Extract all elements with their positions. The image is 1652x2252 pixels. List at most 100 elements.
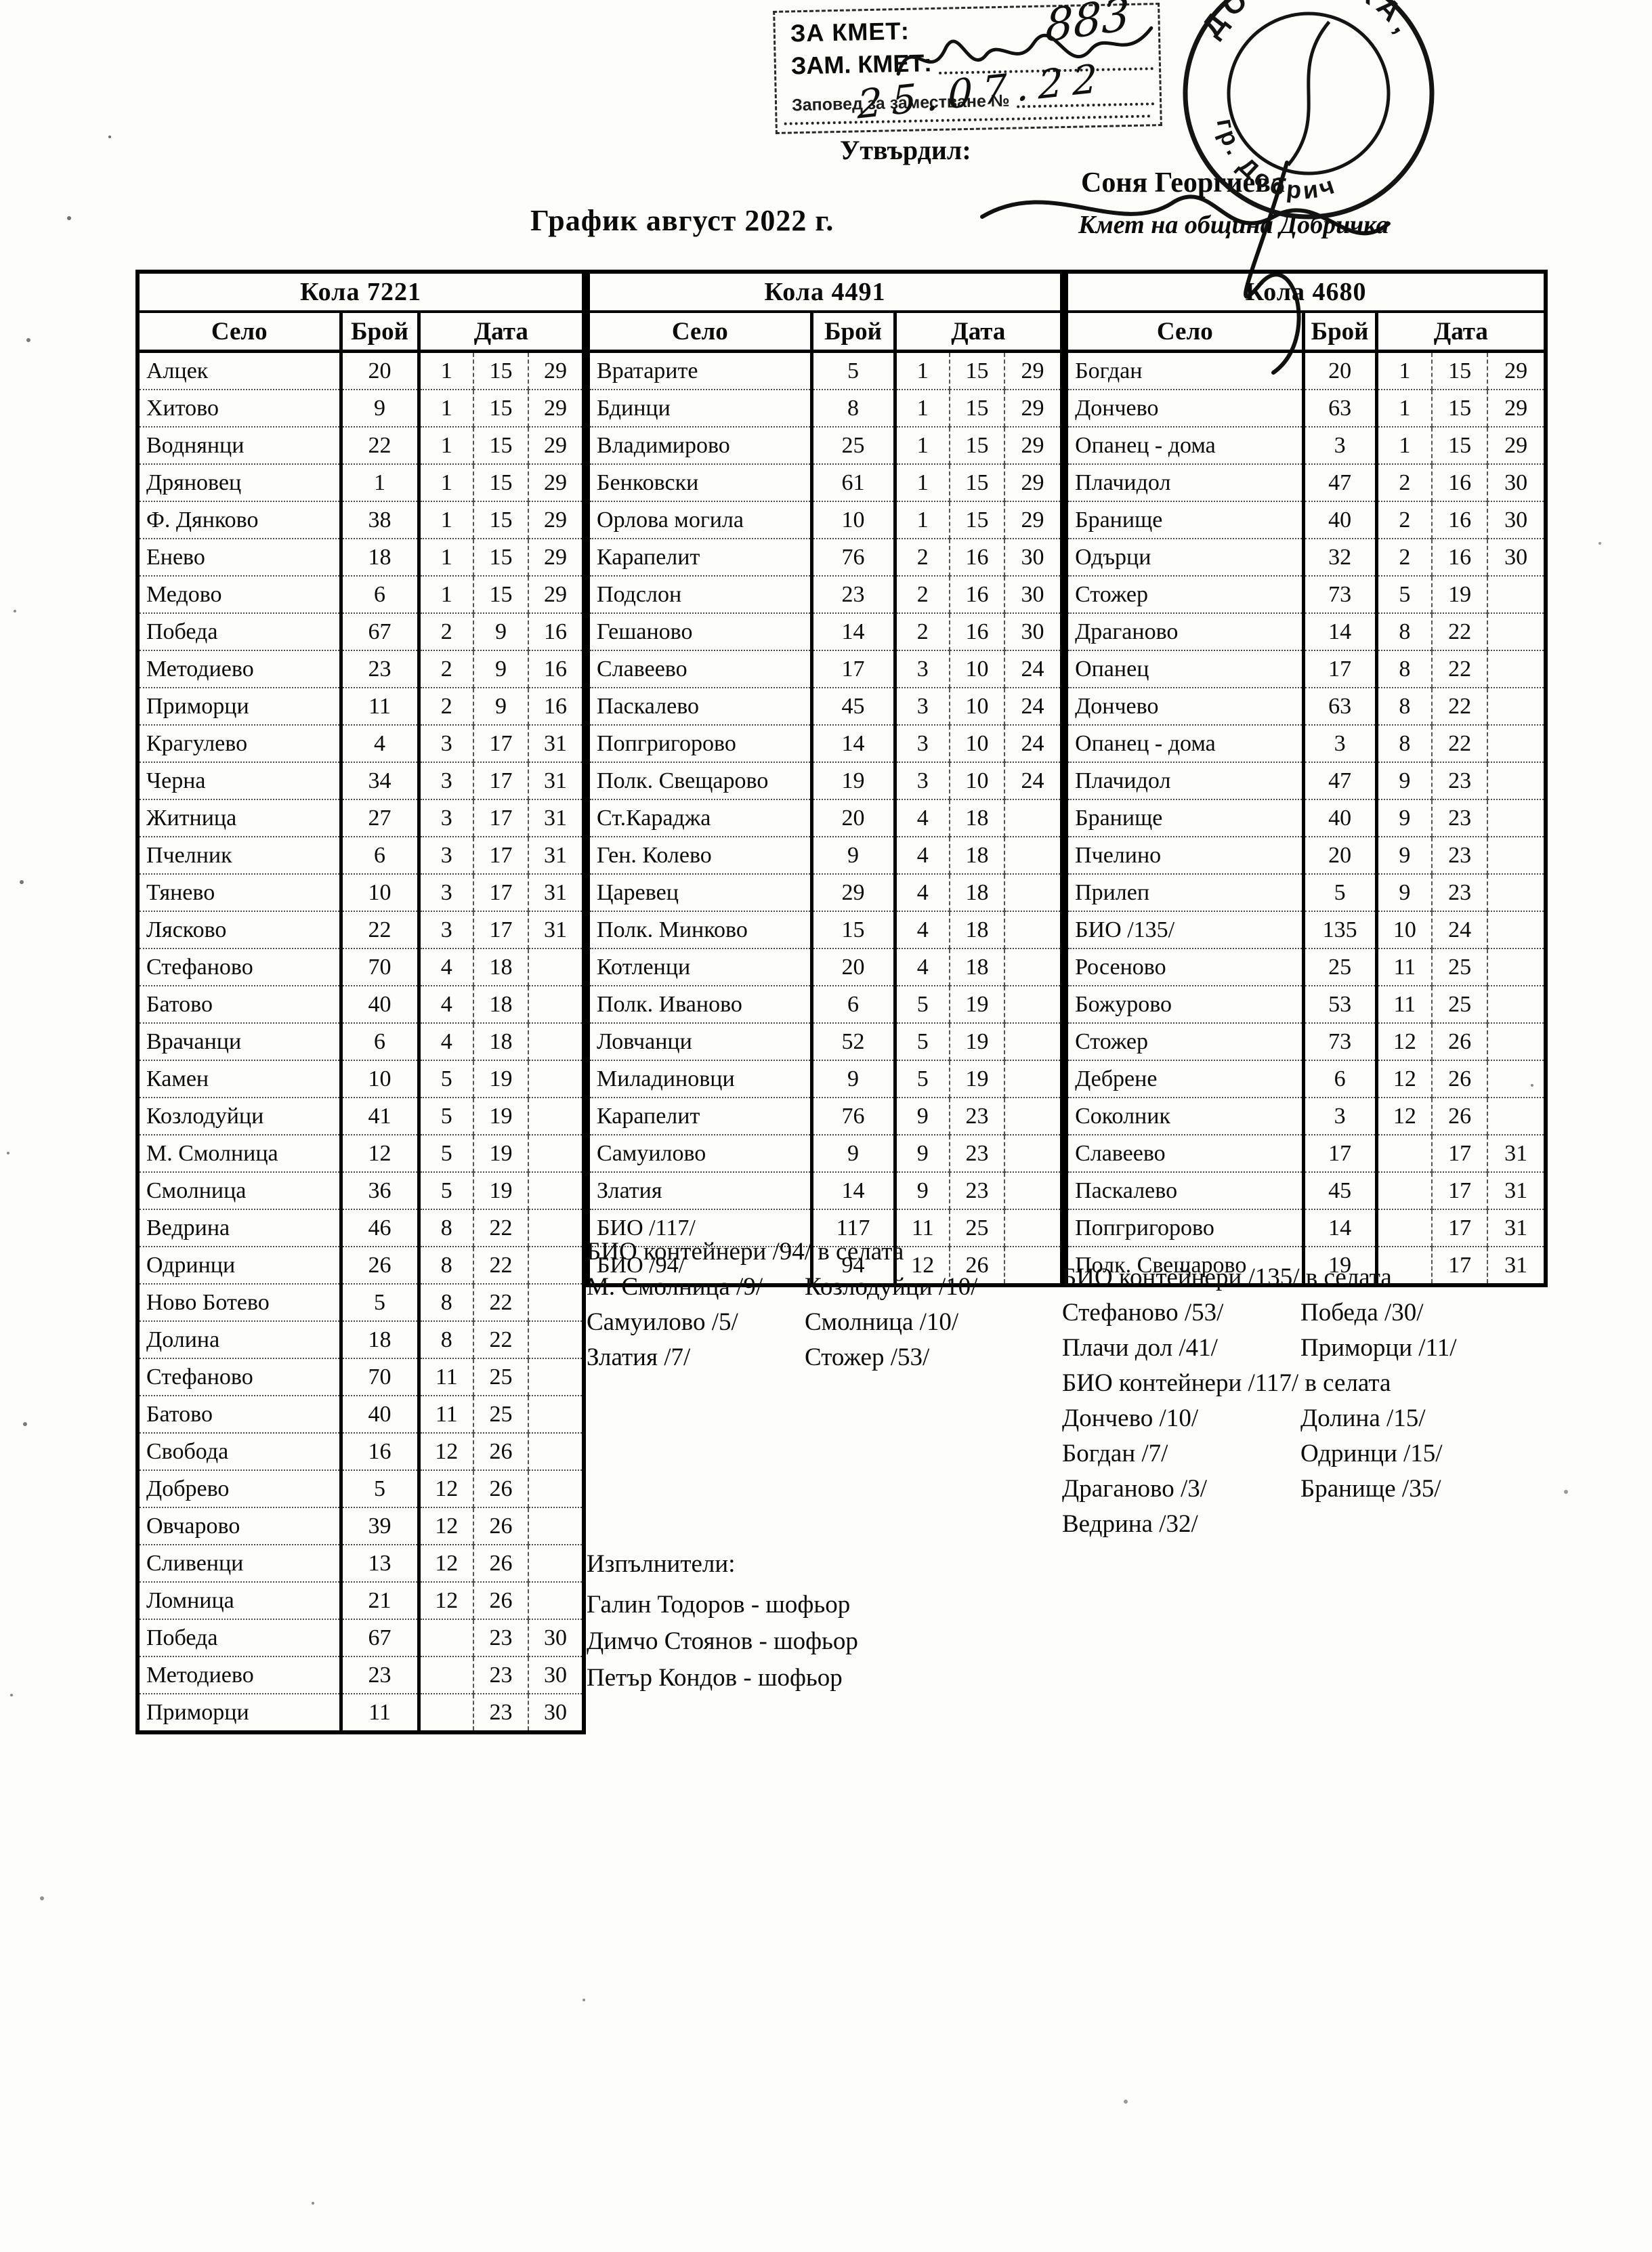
- village-cell: Плачидол: [1066, 762, 1305, 799]
- count-cell: 22: [341, 911, 421, 948]
- table-row: Вратарите 5 1 15 29: [588, 351, 1062, 390]
- date-cell-3: [1487, 948, 1546, 986]
- village-cell: Бранище: [1066, 501, 1305, 539]
- date-cell-2: 22: [473, 1246, 529, 1284]
- date-cell-3: [1004, 836, 1063, 874]
- column-header-count: Брой: [1303, 312, 1378, 353]
- village-cell: Владимирово: [588, 426, 813, 464]
- date-cell-3: 29: [1504, 358, 1528, 383]
- count-cell: 12: [341, 1134, 421, 1172]
- village-cell: БИО /135/: [1066, 911, 1305, 948]
- table-row: Ген. Колево 9 4 18: [588, 836, 1063, 874]
- date-cell-2: 17: [473, 836, 529, 874]
- count-cell: 34: [341, 762, 421, 799]
- date-cell-3: 29: [1021, 358, 1044, 383]
- date-cell-3: [1004, 1171, 1063, 1209]
- count-cell: 32: [1303, 538, 1378, 576]
- date-cell-2: 15: [1432, 426, 1489, 464]
- date-cell-2: 18: [950, 799, 1006, 837]
- date-cell-2: 15: [950, 351, 1006, 390]
- date-cell-3: [528, 1060, 585, 1098]
- table-row: Стожер 73 12 26: [1066, 1022, 1546, 1060]
- date-cell-2: 17: [473, 724, 529, 762]
- count-cell: 70: [341, 1358, 421, 1396]
- count-cell: 39: [341, 1507, 421, 1545]
- table-kola-4491: Кола 4491 Село Брой Дата Вратарите 5 1 15 29…: [586, 270, 1065, 1287]
- column-header-date: Дата: [1376, 312, 1546, 353]
- date-cell-1: [419, 1693, 474, 1732]
- village-cell: Орлова могила: [588, 501, 813, 539]
- village-cell: Драганово: [1066, 612, 1305, 650]
- date-cell-1: 12: [1376, 1022, 1433, 1060]
- table-row: Житница 27 3 17 31: [137, 799, 585, 837]
- table-row: Самуилово 9 9 23: [588, 1134, 1063, 1172]
- date-cell-3: 16: [528, 612, 585, 650]
- note-text: Смолница /10/: [805, 1308, 959, 1336]
- count-cell: 73: [1303, 575, 1378, 613]
- date-cell-1: 1: [419, 389, 474, 427]
- date-cell-2: 22: [1432, 724, 1489, 762]
- count-cell: 5: [1303, 873, 1378, 911]
- date-cell-1: 9: [895, 1097, 951, 1135]
- date-cell-1: 2: [1376, 501, 1433, 539]
- count-cell: 45: [811, 687, 897, 725]
- date-cell-2: 22: [1432, 612, 1489, 650]
- table-row: Подслон 23 2 16 30: [588, 575, 1063, 613]
- date-cell-1: 2: [419, 650, 474, 688]
- date-cell-3: [1004, 799, 1063, 837]
- date-cell-3: 31: [528, 873, 585, 911]
- date-cell-1: [419, 1656, 474, 1694]
- date-cell-2: 19: [473, 1097, 529, 1135]
- date-cell-1: 1: [1376, 389, 1433, 427]
- count-cell: 23: [341, 1656, 421, 1694]
- date-cell-3: 24: [1004, 724, 1063, 762]
- count-cell: 5: [811, 351, 897, 390]
- date-cell-3: [1004, 1097, 1063, 1135]
- date-cell-1: 5: [895, 1060, 951, 1098]
- count-cell: 5: [341, 1283, 421, 1321]
- date-cell-2: 15: [473, 389, 529, 427]
- table-row: Паскалево 45 3 10 24: [588, 687, 1063, 725]
- count-cell: 6: [811, 985, 897, 1023]
- date-cell-1: [1376, 1171, 1433, 1209]
- car-title: Кола 4680: [1066, 272, 1546, 313]
- table-row: Златия 14 9 23: [588, 1171, 1063, 1209]
- date-cell-1: 1: [419, 426, 474, 464]
- date-cell-2: 10: [950, 724, 1006, 762]
- count-cell: 16: [341, 1432, 421, 1470]
- date-cell-3: [528, 1134, 585, 1172]
- table-row: Орлова могила 10 1 15 29: [588, 501, 1063, 539]
- table-row: Лясково 22 3 17 31: [137, 911, 585, 948]
- date-cell-1: 1: [419, 351, 474, 390]
- village-cell: Самуилово: [588, 1134, 813, 1172]
- date-cell-3: 29: [528, 426, 585, 464]
- date-cell-3: [1487, 650, 1546, 688]
- date-cell-2: 18: [950, 836, 1006, 874]
- date-cell-2: 17: [1432, 1134, 1489, 1172]
- count-cell: 63: [1303, 687, 1378, 725]
- table-row: Бдинци 8 1 15 29: [588, 389, 1063, 427]
- count-cell: 18: [341, 538, 421, 576]
- count-cell: 61: [811, 463, 897, 501]
- note-title: БИО контейнери /117/ в селата: [1062, 1369, 1391, 1397]
- page-title: График август 2022 г.: [530, 204, 834, 237]
- table-row: Долина 18 8 22: [137, 1320, 585, 1358]
- date-cell-1: 4: [895, 873, 951, 911]
- date-cell-1: 2: [1376, 463, 1433, 501]
- count-cell: 38: [341, 501, 421, 539]
- village-cell: Гешаново: [588, 612, 813, 650]
- table-row: Дебрене 6 12 26: [1066, 1060, 1546, 1098]
- date-cell-3: 16: [528, 650, 585, 688]
- table-row: Ново Ботево 5 8 22: [137, 1283, 585, 1321]
- date-cell-1: 9: [895, 1171, 951, 1209]
- note-line: Плачи дол /41/Приморци /11/: [1062, 1331, 1539, 1366]
- date-cell-2: 9: [473, 650, 529, 688]
- date-cell-2: 26: [1432, 1022, 1489, 1060]
- bio-containers-note-135-117: БИО контейнери /135/ в селата Стефаново …: [1062, 1260, 1539, 1542]
- column-header-village: Село: [588, 312, 813, 353]
- date-cell-3: 30: [1487, 538, 1546, 576]
- village-cell: Котленци: [588, 948, 813, 986]
- date-cell-2: 17: [473, 873, 529, 911]
- table-row: Царевец 29 4 18: [588, 873, 1063, 911]
- table-row: Тянево 10 3 17 31: [137, 873, 585, 911]
